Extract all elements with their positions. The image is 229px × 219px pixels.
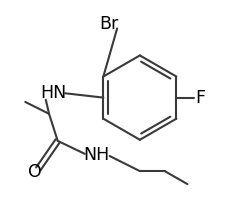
Text: HN: HN	[40, 84, 66, 102]
Text: F: F	[195, 89, 204, 107]
Text: NH: NH	[83, 146, 109, 164]
Text: Br: Br	[98, 15, 118, 33]
Text: O: O	[28, 163, 42, 181]
